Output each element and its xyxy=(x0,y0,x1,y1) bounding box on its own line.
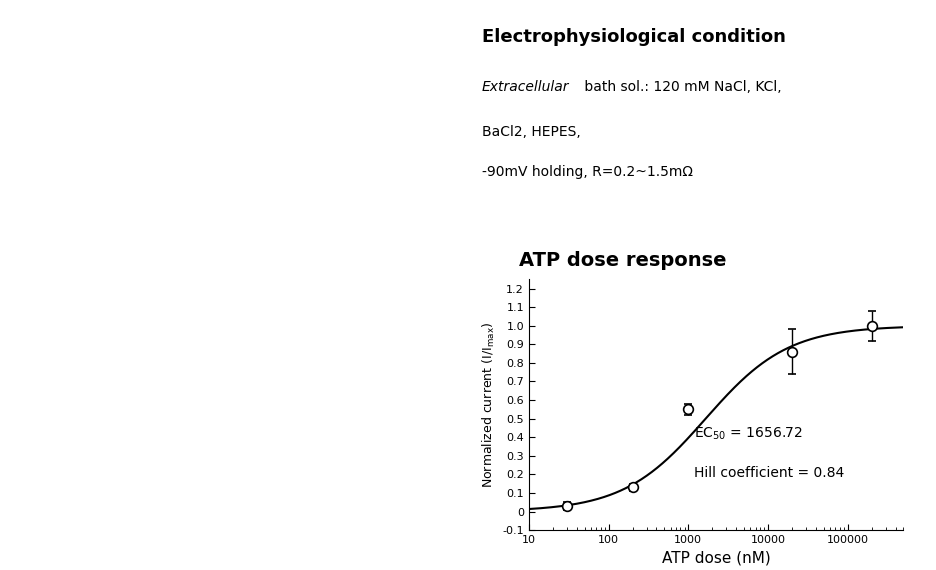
Text: ATP dose response: ATP dose response xyxy=(519,251,727,270)
X-axis label: ATP dose (nM): ATP dose (nM) xyxy=(662,551,770,565)
Text: Electrophysiological condition: Electrophysiological condition xyxy=(482,28,786,47)
Text: BaCl2, HEPES,: BaCl2, HEPES, xyxy=(482,125,581,140)
Text: Extracellular: Extracellular xyxy=(482,80,569,94)
Text: Hill coefficient = 0.84: Hill coefficient = 0.84 xyxy=(694,466,844,480)
Y-axis label: Normalized current (I/I$_\mathrm{max}$): Normalized current (I/I$_\mathrm{max}$) xyxy=(481,321,497,488)
Text: bath sol.: 120 mM NaCl, KCl,: bath sol.: 120 mM NaCl, KCl, xyxy=(580,80,782,94)
Text: EC$_{50}$ = 1656.72: EC$_{50}$ = 1656.72 xyxy=(694,426,802,442)
Text: -90mV holding, R=0.2~1.5mΩ: -90mV holding, R=0.2~1.5mΩ xyxy=(482,165,693,180)
